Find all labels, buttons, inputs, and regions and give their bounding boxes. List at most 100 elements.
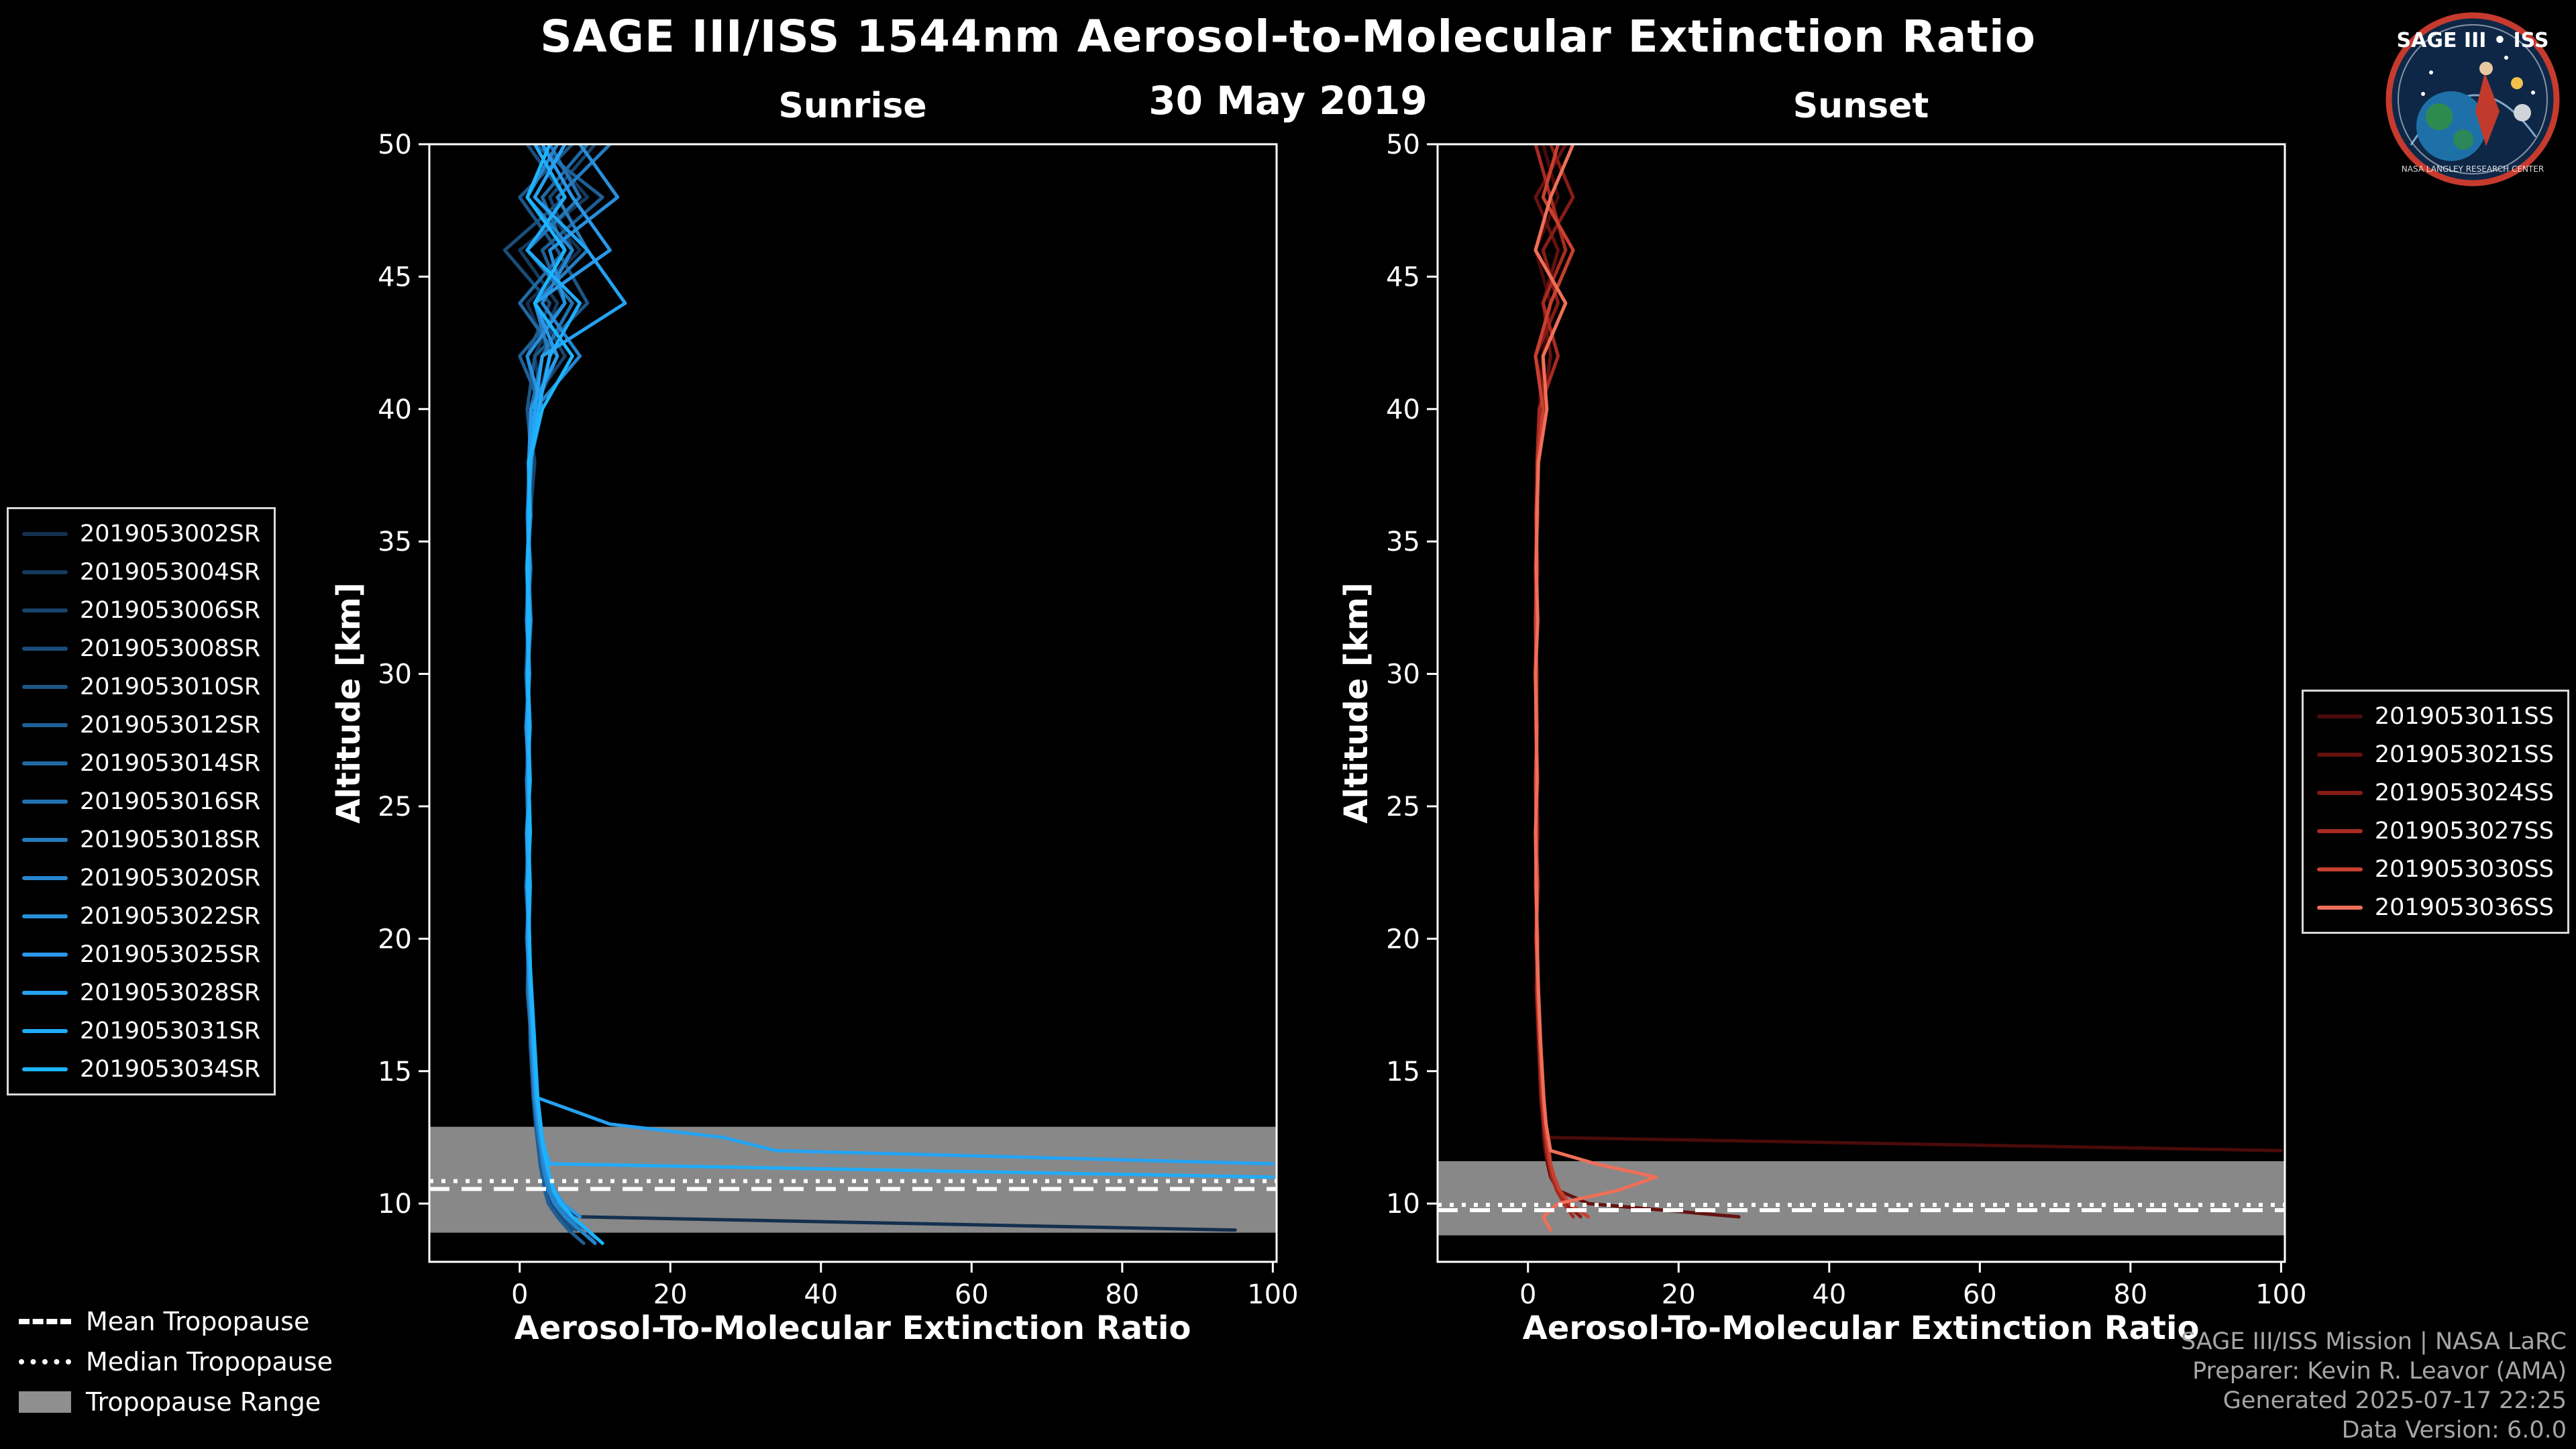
x-tick-label: 40 [1812,1279,1846,1310]
sunrise-y-axis-label: Altitude [km] [330,582,368,824]
sunset-legend: 2019053011SS 2019053021SS 2019053024SS 2019… [2301,690,2569,934]
series-name-label: 2019053004SR [80,558,261,586]
series-color-swatch [2316,867,2363,871]
series-name-label: 2019053027SS [2374,817,2554,845]
series-color-swatch [22,570,68,574]
profile-2019053034SR [525,144,604,1245]
legend-item: 2019053014SR [22,744,260,782]
series-color-swatch [22,722,68,727]
logo-moon-icon [2514,104,2531,121]
y-tick-label: 45 [1386,262,1420,292]
series-name-label: 2019053025SR [80,941,261,968]
x-tick-label: 0 [511,1279,528,1310]
legend-item: 2019053028SR [22,973,260,1012]
series-color-swatch [22,952,68,957]
y-tick-label: 50 [378,129,412,160]
sunset-y-axis-label: Altitude [km] [1338,582,1375,824]
x-tick-label: 20 [653,1279,688,1310]
series-name-label: 2019053006SR [80,596,261,624]
series-color-swatch [22,875,68,880]
y-tick-label: 50 [1386,129,1420,160]
legend-item: 2019053031SR [22,1012,260,1050]
series-name-label: 2019053008SR [80,635,261,662]
sunset-plot: 0 20 40 60 80 100 10 15 20 25 30 35 40 45 50 [1386,129,2306,1310]
legend-item-median-tropopause: Median Tropopause [19,1346,333,1378]
series-name-label: 2019053011SS [2374,702,2554,730]
sunrise-x-axis-label: Aerosol-To-Molecular Extinction Ratio [514,1309,1191,1347]
profiles-group [1533,144,2283,1232]
credits-data-version: Data Version: 6.0.0 [2341,1416,2567,1444]
logo-star [2421,92,2425,96]
credits-mission: SAGE III/ISS Mission | NASA LaRC [2181,1328,2567,1355]
y-tick-label: 30 [1386,659,1420,690]
credits-generated: Generated 2025-07-17 22:25 [2222,1387,2567,1414]
legend-label: Median Tropopause [86,1347,333,1377]
logo-inner-ring [2398,24,2548,174]
profile-2019053011SS [1533,144,2283,1152]
series-color-swatch [2316,790,2363,795]
sunrise-plot: 0 20 40 60 80 100 10 15 20 25 30 35 40 45 50 [378,129,1298,1310]
logo-earth-land [2426,103,2453,130]
profile-2019053002SR [525,144,1237,1232]
x-tick-label: 0 [1519,1279,1536,1310]
y-tick-label: 15 [1386,1057,1420,1087]
y-tick-label: 20 [378,924,412,955]
legend-item: 2019053006SR [22,591,260,629]
series-color-swatch [22,531,68,536]
profile-2019053028SR [525,144,1275,1166]
logo-subtitle: NASA LANGLEY RESEARCH CENTER [2402,164,2544,174]
legend-item: 2019053018SR [22,820,260,859]
credits-preparer: Preparer: Kevin R. Leavor (AMA) [2192,1357,2567,1385]
tropopause-legend: Mean Tropopause Median Tropopause Tropop… [19,1305,333,1418]
profile-2019053036SS [1534,144,1658,1232]
legend-item: 2019053012SR [22,706,260,744]
logo-title: SAGE III • ISS [2397,29,2549,52]
series-color-swatch [22,990,68,995]
dashed-line-swatch [19,1319,71,1324]
sage-logo: SAGE III • ISS NASA LANGLEY RESEARCH CEN… [2385,12,2560,186]
x-tick-label: 100 [1247,1279,1298,1310]
sunrise-panel-title: Sunrise [778,86,927,126]
series-name-label: 2019053010SR [80,673,261,700]
series-name-label: 2019053030SS [2374,855,2554,883]
legend-item-tropopause-range: Tropopause Range [19,1386,333,1418]
y-tick-label: 40 [1386,394,1420,425]
y-tick-label: 20 [1386,924,1420,955]
y-tick-label: 35 [1386,527,1420,557]
legend-item: 2019053036SS [2316,888,2554,926]
logo-earth-icon [2416,91,2486,161]
logo-star [2429,70,2433,74]
sunset-panel-title: Sunset [1792,86,1929,126]
series-name-label: 2019053028SR [80,979,261,1006]
series-color-swatch [22,837,68,842]
sunrise-legend: 2019053002SR 2019053004SR 2019053006SR 2019… [7,507,276,1095]
y-tick-label: 10 [1386,1189,1420,1220]
series-color-swatch [22,684,68,689]
logo-figure-head [2479,62,2493,75]
series-color-swatch [2316,905,2363,910]
series-color-swatch [22,646,68,651]
series-name-label: 2019053034SR [80,1055,261,1083]
y-tick-label: 15 [378,1057,412,1087]
sunset-x-axis-label: Aerosol-To-Molecular Extinction Ratio [1522,1309,2200,1347]
y-tick-label: 25 [378,792,412,822]
logo-figure [2475,72,2500,146]
y-tick-label: 30 [378,659,412,690]
series-name-label: 2019053024SS [2374,779,2554,806]
logo-star [2504,56,2508,60]
legend-item: 2019053034SR [22,1050,260,1088]
series-name-label: 2019053014SR [80,749,261,777]
credits: SAGE III/ISS Mission | NASA LaRC Prepare… [2181,1327,2567,1445]
legend-item: 2019053016SR [22,782,260,820]
profiles-group [502,144,1275,1245]
profile-2019053031SR [525,144,1275,1179]
series-name-label: 2019053036SS [2374,894,2554,921]
legend-item: 2019053030SS [2316,850,2554,888]
legend-item: 2019053004SR [22,553,260,591]
series-name-label: 2019053016SR [80,788,261,815]
legend-label: Mean Tropopause [86,1307,310,1336]
axes-frame [428,143,1278,1263]
legend-item: 2019053010SR [22,667,260,706]
x-tick-label: 80 [2113,1279,2147,1310]
